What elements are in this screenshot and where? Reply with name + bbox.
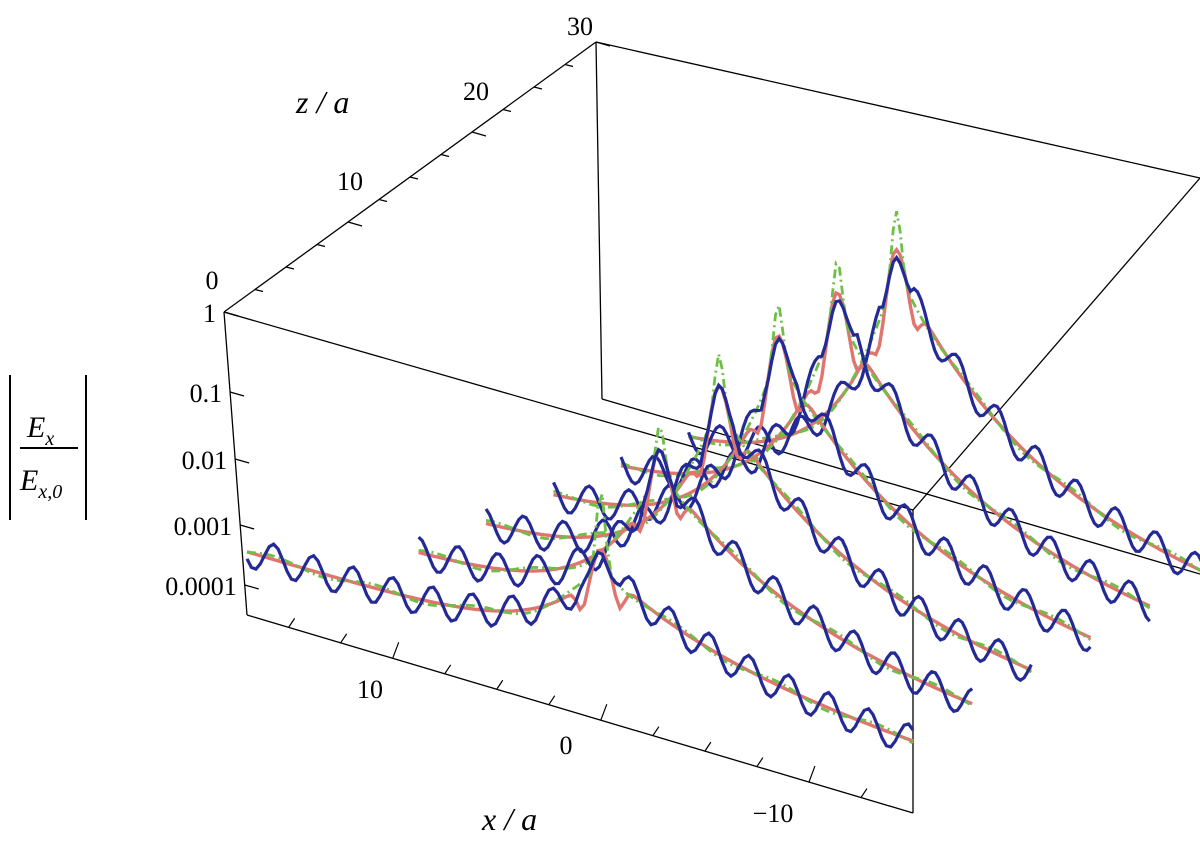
- z-tick: [254, 288, 264, 293]
- y-label-numerator: Ex: [26, 411, 54, 450]
- series-blue-slice-15: [552, 335, 1092, 653]
- z-tick-label: 10: [337, 167, 363, 196]
- z-tick-label: 0: [206, 266, 219, 295]
- x-tick: [340, 633, 348, 644]
- y-tick-label: 0.0001: [165, 572, 237, 601]
- x-tick: [704, 741, 712, 752]
- series-green-slice-25: [688, 210, 1200, 573]
- z-tick: [595, 41, 611, 47]
- series-blue-slice-20: [619, 299, 1151, 623]
- z-tick-label: 20: [463, 77, 489, 106]
- x-tick: [392, 642, 400, 659]
- y-tick-label: 0.001: [174, 512, 233, 541]
- x-tick: [860, 788, 868, 798]
- y-tick: [229, 391, 245, 397]
- box-edge: [223, 311, 248, 616]
- series-green-slice-0: [246, 493, 914, 745]
- x-tick-label: 10: [357, 675, 383, 704]
- z-tick: [316, 243, 326, 248]
- box-edge: [595, 41, 603, 400]
- z-tick: [378, 198, 388, 203]
- y-tick-label: 0.01: [182, 446, 228, 475]
- x-tick: [652, 726, 660, 736]
- x-tick: [496, 679, 504, 690]
- axis-labels: x / a z / a Ex Ex,0: [9, 84, 537, 837]
- z-tick: [409, 176, 419, 180]
- series-blue-slice-5: [417, 447, 974, 714]
- x-axis-label: x / a: [481, 801, 537, 837]
- y-tick-label: 0.1: [190, 379, 223, 408]
- series-green-slice-5: [418, 424, 973, 708]
- series-red-slice-10: [485, 382, 1032, 672]
- data-curves: [245, 210, 1200, 749]
- z-tick-label: 30: [567, 12, 593, 41]
- z-tick: [347, 221, 363, 227]
- series-blue-slice-10: [484, 382, 1033, 683]
- axis-ticks: 10 0 −10 0 10 20 30 1 0.1 0.01 0.001 0.0001: [165, 12, 868, 828]
- series-red-slice-5: [418, 447, 973, 706]
- x-tick: [756, 757, 764, 767]
- series-red-slice-0: [246, 547, 914, 743]
- z-tick: [440, 153, 450, 158]
- y-tick: [244, 584, 259, 590]
- series-green-slice-15: [553, 304, 1092, 641]
- y-axis-label: Ex Ex,0: [9, 375, 87, 520]
- box-edge: [246, 614, 914, 814]
- x-tick: [444, 664, 452, 675]
- z-tick: [533, 86, 543, 90]
- box-edge: [223, 311, 914, 511]
- y-label-denominator: Ex,0: [19, 464, 62, 503]
- y-tick: [234, 458, 250, 464]
- x-tick: [288, 618, 296, 628]
- y-tick: [240, 524, 255, 530]
- series-blue-slice-0: [245, 542, 915, 749]
- z-tick: [471, 131, 487, 137]
- z-tick: [502, 108, 512, 113]
- y-tick-label: 1: [203, 299, 216, 328]
- series-blue-slice-25: [687, 254, 1200, 576]
- x-tick: [548, 695, 556, 706]
- y-tick: [223, 311, 239, 317]
- box-edge: [601, 398, 1200, 575]
- series-green-slice-10: [485, 353, 1033, 674]
- z-tick: [564, 63, 574, 68]
- z-tick: [285, 266, 295, 270]
- z-axis-label: z / a: [295, 84, 349, 120]
- x-tick-label: −10: [753, 799, 794, 828]
- x-tick: [600, 703, 608, 721]
- x-tick-label: 0: [560, 731, 573, 760]
- box-edge: [912, 177, 1200, 511]
- x-tick: [808, 765, 816, 783]
- box-edge: [595, 41, 1200, 179]
